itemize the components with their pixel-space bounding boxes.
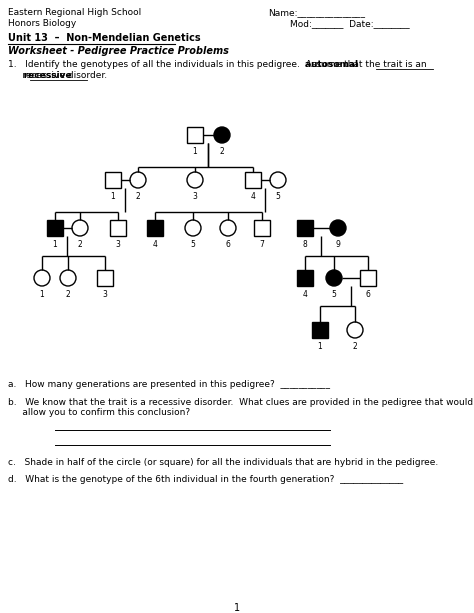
Text: 1: 1 bbox=[192, 147, 197, 156]
Circle shape bbox=[34, 270, 50, 286]
Text: 9: 9 bbox=[336, 240, 340, 249]
Text: Eastern Regional High School: Eastern Regional High School bbox=[8, 8, 141, 17]
Text: 2: 2 bbox=[353, 342, 357, 351]
Circle shape bbox=[270, 172, 286, 188]
Text: 8: 8 bbox=[302, 240, 307, 249]
Text: 5: 5 bbox=[191, 240, 195, 249]
Bar bbox=[254, 220, 270, 236]
Text: 2: 2 bbox=[78, 240, 82, 249]
Text: 1: 1 bbox=[40, 290, 45, 299]
Bar bbox=[297, 220, 313, 236]
Circle shape bbox=[130, 172, 146, 188]
Text: 3: 3 bbox=[192, 192, 198, 201]
Bar bbox=[147, 220, 163, 236]
Text: Name:_______________: Name:_______________ bbox=[268, 8, 365, 17]
Text: 3: 3 bbox=[116, 240, 120, 249]
Text: 6: 6 bbox=[226, 240, 230, 249]
Text: Honors Biology: Honors Biology bbox=[8, 19, 76, 28]
Text: 5: 5 bbox=[331, 290, 337, 299]
Text: 5: 5 bbox=[275, 192, 281, 201]
Text: 3: 3 bbox=[102, 290, 108, 299]
Bar bbox=[360, 270, 376, 286]
Circle shape bbox=[187, 172, 203, 188]
Circle shape bbox=[330, 220, 346, 236]
Bar bbox=[47, 220, 63, 236]
Text: 4: 4 bbox=[153, 240, 157, 249]
Text: c.   Shade in half of the circle (or square) for all the individuals that are hy: c. Shade in half of the circle (or squar… bbox=[8, 458, 438, 467]
Text: Worksheet - Pedigree Practice Problems: Worksheet - Pedigree Practice Problems bbox=[8, 46, 229, 56]
Circle shape bbox=[326, 270, 342, 286]
Bar bbox=[297, 270, 313, 286]
Text: recessive disorder.: recessive disorder. bbox=[8, 71, 107, 80]
Circle shape bbox=[220, 220, 236, 236]
Text: 2: 2 bbox=[65, 290, 70, 299]
Text: 1: 1 bbox=[110, 192, 115, 201]
Text: Unit 13  –  Non-Mendelian Genetics: Unit 13 – Non-Mendelian Genetics bbox=[8, 33, 201, 43]
Circle shape bbox=[214, 127, 230, 143]
Text: 1: 1 bbox=[318, 342, 322, 351]
Text: 1.   Identify the genotypes of all the individuals in this pedigree.  Assume tha: 1. Identify the genotypes of all the ind… bbox=[8, 60, 427, 69]
Text: Mod:_______  Date:________: Mod:_______ Date:________ bbox=[290, 19, 410, 28]
Text: d.   What is the genotype of the 6th individual in the fourth generation?  _____: d. What is the genotype of the 6th indiv… bbox=[8, 475, 403, 484]
Bar bbox=[105, 172, 121, 188]
Bar bbox=[97, 270, 113, 286]
Text: 2: 2 bbox=[136, 192, 140, 201]
Text: 4: 4 bbox=[302, 290, 308, 299]
Circle shape bbox=[185, 220, 201, 236]
Text: 1: 1 bbox=[53, 240, 57, 249]
Bar bbox=[312, 322, 328, 338]
Text: autosomal: autosomal bbox=[8, 60, 358, 69]
Circle shape bbox=[72, 220, 88, 236]
Text: 2: 2 bbox=[219, 147, 224, 156]
Text: recessive: recessive bbox=[8, 71, 72, 80]
Bar bbox=[187, 127, 203, 143]
Text: 4: 4 bbox=[251, 192, 255, 201]
Text: allow you to confirm this conclusion?: allow you to confirm this conclusion? bbox=[8, 408, 190, 417]
Text: b.   We know that the trait is a recessive disorder.  What clues are provided in: b. We know that the trait is a recessive… bbox=[8, 398, 473, 407]
Text: a.   How many generations are presented in this pedigree?  ___________: a. How many generations are presented in… bbox=[8, 380, 330, 389]
Circle shape bbox=[60, 270, 76, 286]
Text: 1: 1 bbox=[234, 603, 240, 613]
Bar bbox=[245, 172, 261, 188]
Bar bbox=[110, 220, 126, 236]
Circle shape bbox=[347, 322, 363, 338]
Text: 7: 7 bbox=[260, 240, 264, 249]
Text: 6: 6 bbox=[365, 290, 371, 299]
